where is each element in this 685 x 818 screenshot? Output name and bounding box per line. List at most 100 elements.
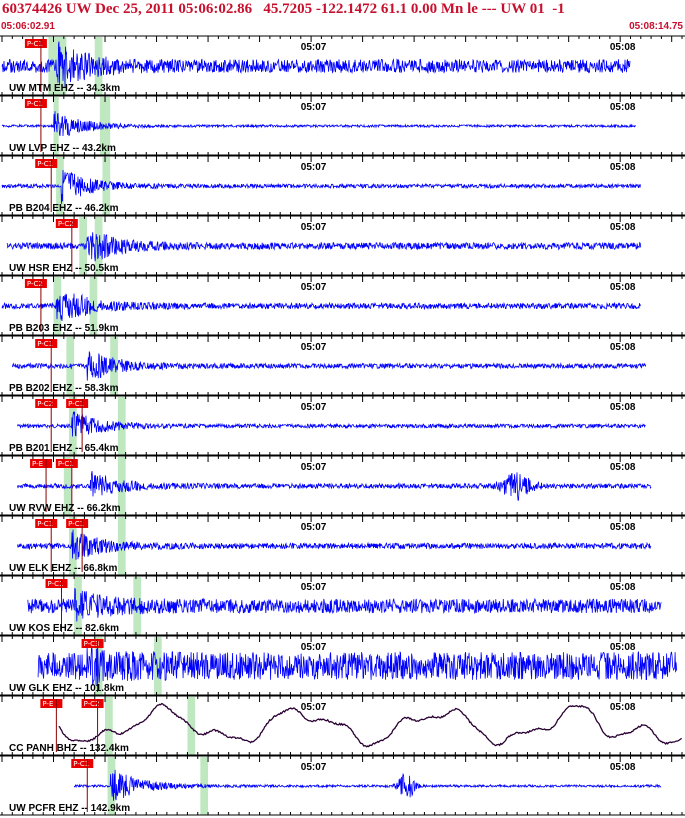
analysis-window — [79, 217, 87, 275]
pick-label: P-C1 — [68, 520, 84, 528]
pick-label: P-C1 — [48, 580, 64, 588]
station-label: CC PANH BHZ -- 132.4km — [9, 743, 129, 754]
time-tick-label: 05:08 — [610, 222, 636, 233]
pick-flag — [55, 459, 78, 468]
station-label: UW PCFR EHZ -- 142.9km — [9, 803, 130, 814]
pick-label: P-C1 — [58, 460, 74, 468]
time-tick-label: 05:08 — [610, 402, 636, 413]
analysis-window — [74, 577, 82, 635]
time-tick-label: 05:07 — [301, 342, 327, 353]
station-label: UW ELK EHZ -- 66.8km — [9, 563, 117, 574]
pick-label: P-C2 — [58, 220, 74, 228]
analysis-window — [133, 577, 142, 635]
pick-label: P-C2 — [37, 400, 53, 408]
time-tick-label: 05:07 — [301, 42, 327, 53]
time-tick-label: 05:07 — [301, 522, 327, 533]
pick-label: P-C1 — [37, 340, 53, 348]
time-tick-label: 05:07 — [301, 582, 327, 593]
waveform-trace — [1, 169, 641, 204]
time-tick-label: 05:08 — [610, 102, 636, 113]
pick-flag — [45, 579, 68, 588]
analysis-window — [187, 697, 196, 755]
pick-flag — [24, 279, 47, 288]
time-tick-label: 05:08 — [610, 702, 636, 713]
time-tick-label: 05:08 — [610, 42, 636, 53]
waveform-trace — [1, 111, 636, 137]
pick-label: P-C1 — [68, 400, 84, 408]
time-tick-label: 05:08 — [610, 462, 636, 473]
analysis-window — [117, 517, 126, 575]
pick-flag — [35, 519, 58, 528]
time-tick-label: 05:08 — [610, 342, 636, 353]
waveform-trace — [1, 41, 631, 87]
pick-flag — [24, 39, 47, 48]
station-label: PB B203 EHZ -- 51.9km — [9, 323, 119, 334]
pick-flag — [40, 699, 63, 708]
station-label: UW KOS EHZ -- 82.6km — [9, 623, 119, 634]
end-time: 05:08:14.75 — [629, 21, 683, 32]
time-tick-label: 05:07 — [301, 762, 327, 773]
analysis-window — [56, 157, 64, 215]
waveform-trace — [11, 351, 647, 381]
waveform-trace — [27, 587, 662, 622]
pick-label: P-C1 — [37, 520, 53, 528]
waveform-trace — [17, 411, 646, 437]
pick-label: P-C1 — [27, 40, 43, 48]
station-label: UW MTM EHZ -- 34.3km — [9, 83, 120, 94]
pick-flag — [35, 339, 58, 348]
pick-flag — [66, 519, 89, 528]
time-tick-label: 05:07 — [301, 402, 327, 413]
waveform-trace — [17, 470, 652, 501]
analysis-window — [48, 37, 67, 95]
pick-label: P-C1 — [73, 760, 89, 768]
pick-label: P-C2 — [27, 280, 43, 288]
time-tick-label: 05:07 — [301, 102, 327, 113]
pick-label: P-C1 — [27, 100, 43, 108]
waveform-trace — [37, 646, 677, 686]
time-tick-label: 05:08 — [610, 522, 636, 533]
time-tick-label: 05:07 — [301, 162, 327, 173]
time-tick-label: 05:07 — [301, 702, 327, 713]
time-tick-label: 05:08 — [610, 762, 636, 773]
pick-flag — [35, 399, 58, 408]
analysis-window — [105, 697, 113, 755]
station-label: UW RVW EHZ -- 66.2km — [9, 503, 121, 514]
pick-flag — [30, 459, 53, 468]
pick-flag — [55, 219, 78, 228]
pick-label: P-C3 — [84, 640, 100, 648]
pick-label: P-E — [32, 460, 43, 468]
time-tick-label: 05:07 — [301, 282, 327, 293]
time-tick-label: 05:07 — [301, 222, 327, 233]
pick-label: P-C1 — [37, 160, 53, 168]
analysis-window — [153, 637, 162, 695]
waveform-trace — [1, 293, 641, 322]
waveform-trace — [17, 529, 652, 560]
pick-flag — [66, 399, 89, 408]
station-label: UW LVP EHZ -- 43.2km — [9, 143, 116, 154]
station-label: PB B201 EHZ -- 65.4km — [9, 443, 119, 454]
analysis-window — [200, 757, 209, 815]
event-title: 60374426 UW Dec 25, 2011 05:06:02.86 45.… — [2, 1, 565, 17]
waveform-trace — [6, 232, 642, 262]
time-tick-label: 05:07 — [301, 642, 327, 653]
time-tick-label: 05:08 — [610, 282, 636, 293]
pick-label: P-C2 — [84, 700, 100, 708]
time-tick-label: 05:08 — [610, 642, 636, 653]
time-tick-label: 05:08 — [610, 162, 636, 173]
pick-flag — [71, 759, 94, 768]
pick-label: P-E — [42, 700, 53, 708]
time-tick-label: 05:07 — [301, 462, 327, 473]
pick-flag — [24, 99, 47, 108]
analysis-window — [63, 457, 72, 515]
station-label: PB B202 EHZ -- 58.3km — [9, 383, 119, 394]
station-label: PB B204 EHZ -- 46.2km — [9, 203, 119, 214]
time-tick-label: 05:08 — [610, 582, 636, 593]
station-label: UW GLK EHZ -- 101.8km — [9, 683, 124, 694]
station-label: UW HSR EHZ -- 50.5km — [9, 263, 119, 274]
analysis-window — [117, 457, 126, 515]
pick-flag — [81, 699, 104, 708]
pick-flag — [35, 159, 58, 168]
waveform-trace — [58, 702, 682, 748]
waveform-trace — [73, 769, 662, 801]
